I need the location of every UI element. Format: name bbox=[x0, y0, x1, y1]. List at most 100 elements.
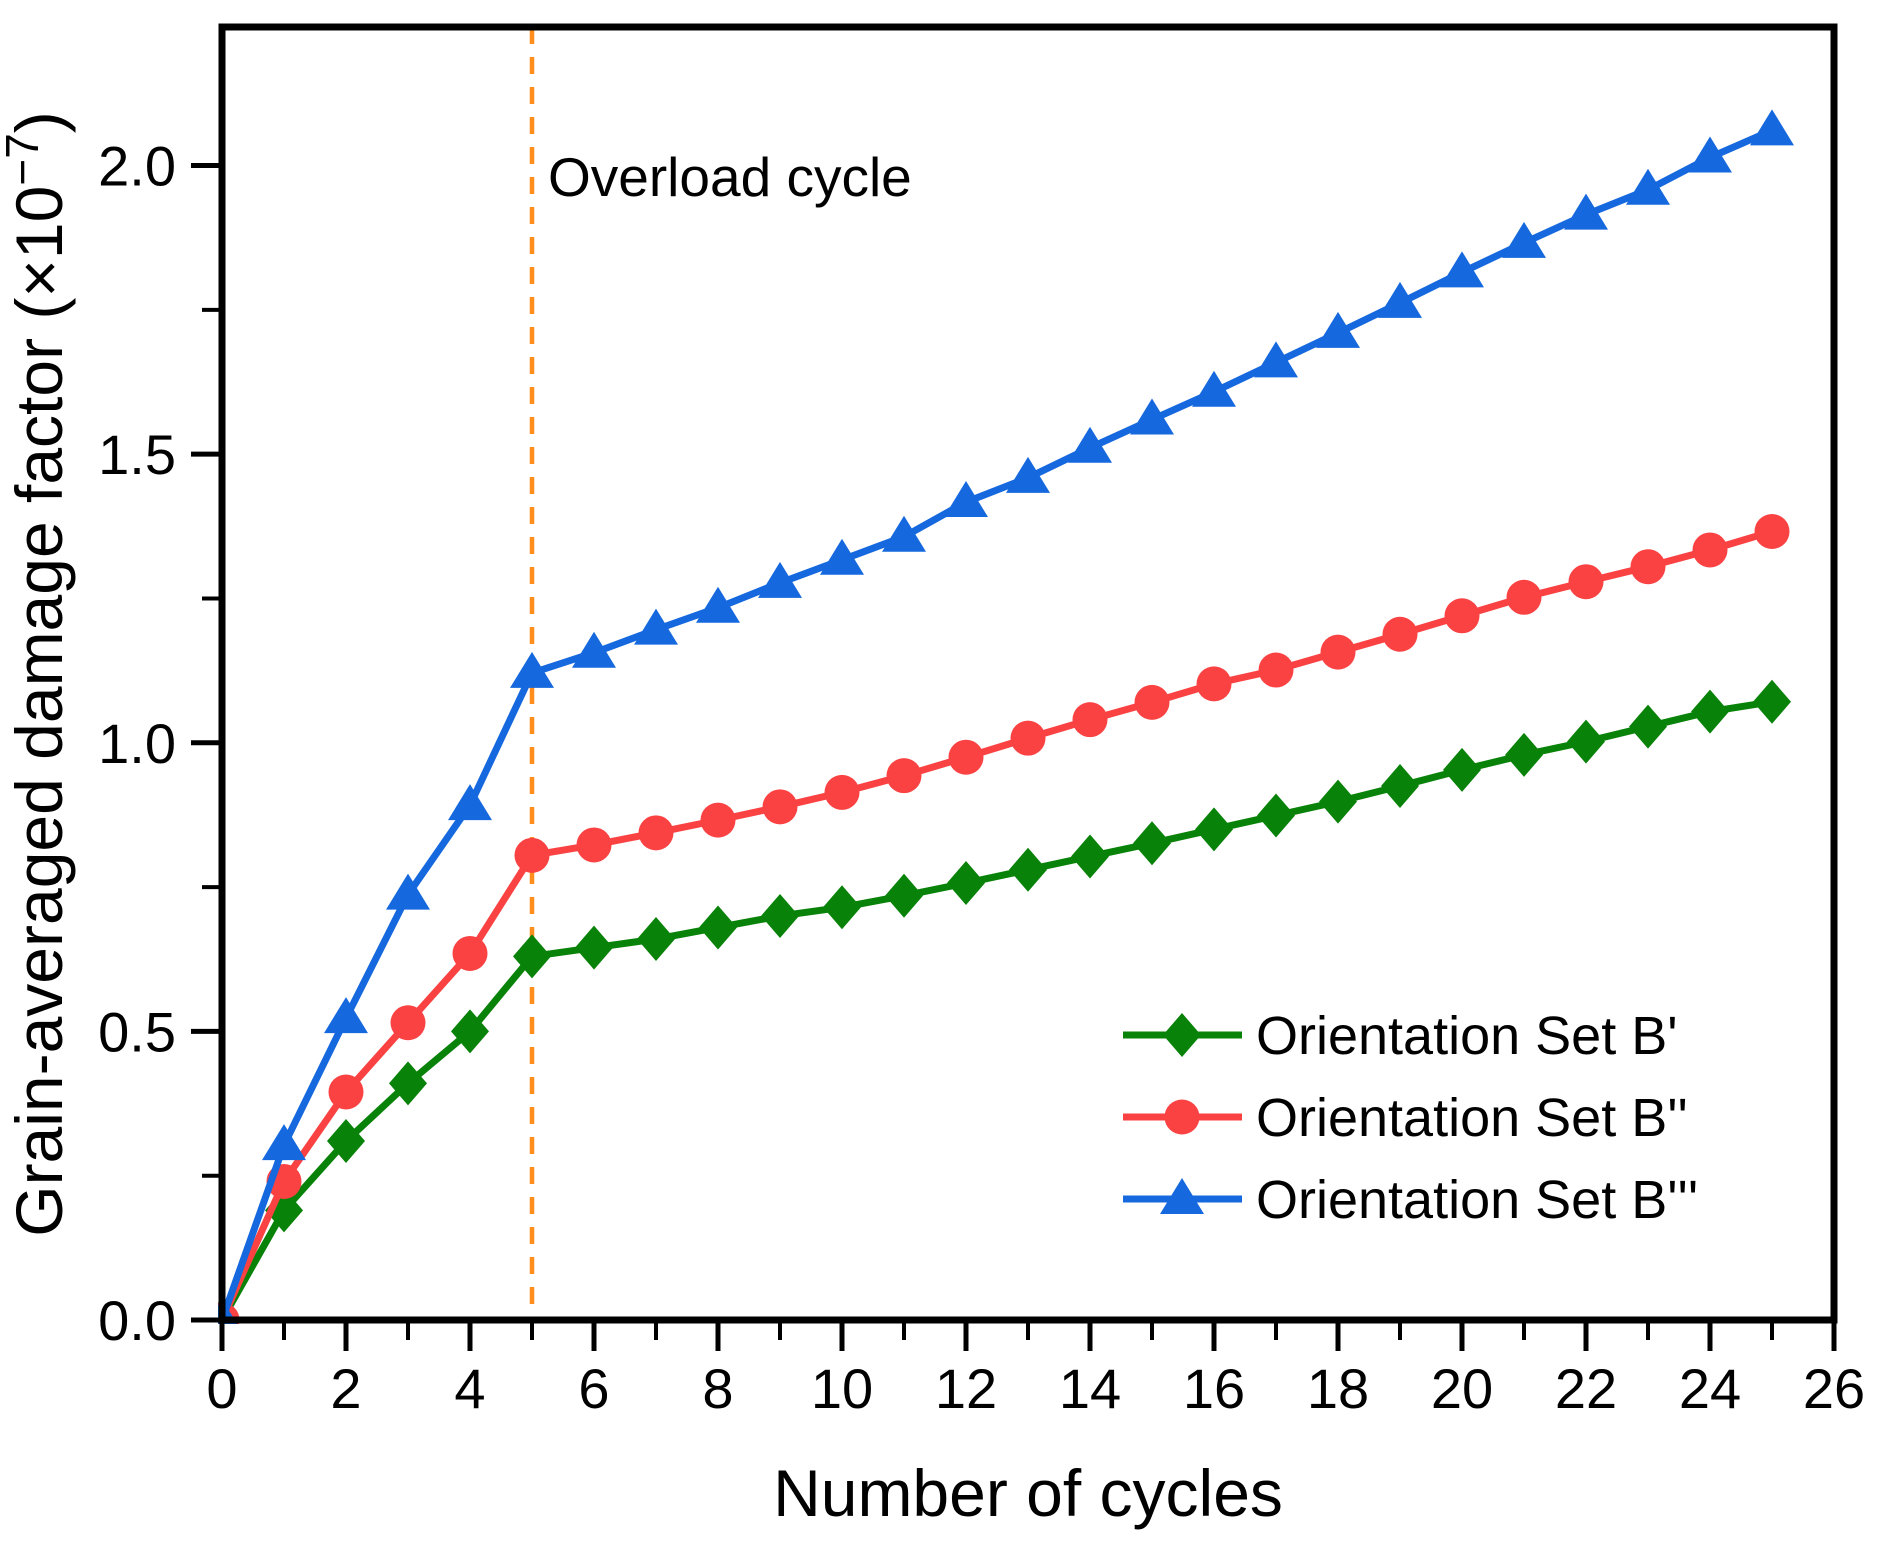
circle-marker bbox=[1164, 1099, 1200, 1135]
x-tick-label: 26 bbox=[1803, 1357, 1865, 1420]
circle-marker bbox=[1320, 634, 1356, 670]
x-tick-label: 18 bbox=[1307, 1357, 1369, 1420]
circle-marker bbox=[1196, 666, 1232, 702]
x-tick-label: 2 bbox=[330, 1357, 361, 1420]
diamond-marker bbox=[1691, 689, 1729, 734]
triangle-marker bbox=[820, 538, 864, 575]
circle-marker bbox=[576, 827, 612, 863]
triangle-marker bbox=[1502, 221, 1546, 258]
y-axis-title-prefix: Grain-averaged damage factor (×10 bbox=[2, 186, 76, 1237]
triangle-marker bbox=[758, 561, 802, 598]
diamond-marker bbox=[1505, 732, 1543, 777]
triangle-marker bbox=[944, 481, 988, 518]
circle-marker bbox=[1568, 564, 1604, 600]
legend-item-1: Orientation Set B' bbox=[1123, 1006, 1678, 1066]
circle-marker bbox=[1506, 579, 1542, 615]
triangle-marker bbox=[1254, 341, 1298, 378]
diamond-marker bbox=[327, 1119, 365, 1164]
overload-cycle-label: Overload cycle bbox=[548, 146, 912, 208]
diamond-marker bbox=[513, 934, 551, 979]
x-tick-label: 24 bbox=[1679, 1357, 1741, 1420]
triangle-marker bbox=[634, 608, 678, 645]
y-tick-label: 1.5 bbox=[98, 423, 176, 486]
triangle-marker bbox=[1378, 281, 1422, 318]
series-3 bbox=[218, 109, 1794, 1324]
circle-marker bbox=[328, 1074, 364, 1110]
diamond-marker bbox=[1195, 807, 1233, 852]
triangle-marker bbox=[572, 631, 616, 668]
y-axis-ticks bbox=[191, 163, 219, 1323]
x-tick-label: 20 bbox=[1431, 1357, 1493, 1420]
diamond-marker bbox=[389, 1061, 427, 1106]
triangle-marker bbox=[324, 997, 368, 1034]
x-tick-label: 16 bbox=[1183, 1357, 1245, 1420]
legend-label: Orientation Set B''' bbox=[1256, 1170, 1698, 1230]
legend-label: Orientation Set B'' bbox=[1256, 1088, 1688, 1148]
y-axis-title: Grain-averaged damage factor (×10−7) bbox=[0, 111, 76, 1237]
diamond-marker bbox=[1319, 779, 1357, 824]
diamond-marker bbox=[1257, 793, 1295, 838]
diamond-marker bbox=[1071, 834, 1109, 879]
circle-marker bbox=[1692, 532, 1728, 568]
circle-marker bbox=[1382, 616, 1418, 652]
triangle-marker bbox=[1316, 311, 1360, 348]
triangle-marker bbox=[1750, 109, 1794, 146]
diamond-marker bbox=[947, 861, 985, 906]
triangle-marker bbox=[386, 873, 430, 910]
x-axis-tick-labels: 0 2 4 6 8 10 12 14 16 18 20 22 24 26 bbox=[206, 1357, 1865, 1420]
triangle-marker bbox=[510, 651, 554, 688]
triangle-marker bbox=[1564, 193, 1608, 230]
x-tick-label: 8 bbox=[702, 1357, 733, 1420]
circle-marker bbox=[452, 935, 488, 971]
diamond-marker bbox=[1567, 719, 1605, 764]
triangle-marker bbox=[1068, 426, 1112, 463]
x-tick-label: 10 bbox=[811, 1357, 873, 1420]
diamond-marker bbox=[575, 925, 613, 970]
triangle-marker bbox=[1626, 168, 1670, 205]
circle-marker bbox=[824, 774, 860, 810]
y-tick-label: 0.0 bbox=[98, 1289, 176, 1352]
circle-marker bbox=[1010, 720, 1046, 756]
circle-marker bbox=[638, 815, 674, 851]
legend-item-2: Orientation Set B'' bbox=[1123, 1088, 1688, 1148]
diamond-marker bbox=[637, 917, 675, 962]
diamond-marker bbox=[451, 1009, 489, 1054]
series-1 bbox=[218, 679, 1791, 1324]
circle-marker bbox=[1630, 549, 1666, 585]
diamond-marker bbox=[1133, 821, 1171, 866]
diamond-marker bbox=[1009, 847, 1047, 892]
plot-box-spines bbox=[218, 23, 1838, 1324]
diamond-marker bbox=[1443, 747, 1481, 792]
x-tick-label: 22 bbox=[1555, 1357, 1617, 1420]
y-axis-tick-labels: 0.0 0.5 1.0 1.5 2.0 bbox=[98, 135, 176, 1352]
circle-marker bbox=[390, 1005, 426, 1041]
x-axis-ticks bbox=[219, 1323, 1837, 1351]
x-tick-label: 6 bbox=[578, 1357, 609, 1420]
diamond-marker bbox=[823, 885, 861, 930]
diamond-marker bbox=[1629, 704, 1667, 749]
x-tick-label: 12 bbox=[935, 1357, 997, 1420]
triangle-marker bbox=[696, 586, 740, 623]
diamond-marker bbox=[1163, 1013, 1201, 1057]
triangle-marker bbox=[1192, 370, 1236, 407]
y-tick-label: 1.0 bbox=[98, 712, 176, 775]
triangle-marker bbox=[1006, 456, 1050, 493]
circle-marker bbox=[762, 789, 798, 825]
diamond-marker bbox=[1381, 764, 1419, 809]
y-tick-label: 2.0 bbox=[98, 135, 176, 198]
circle-marker bbox=[1258, 652, 1294, 688]
circle-marker bbox=[1072, 702, 1108, 738]
circle-marker bbox=[700, 802, 736, 838]
circle-marker bbox=[886, 758, 922, 794]
x-tick-label: 14 bbox=[1059, 1357, 1121, 1420]
diamond-marker bbox=[699, 905, 737, 950]
legend: Orientation Set B' Orientation Set B'' Ori… bbox=[1123, 1006, 1698, 1230]
diamond-marker bbox=[885, 873, 923, 918]
triangle-marker bbox=[448, 784, 492, 821]
diamond-marker bbox=[1753, 679, 1791, 724]
x-axis-title: Number of cycles bbox=[773, 1456, 1283, 1530]
plot-border bbox=[218, 23, 1838, 1324]
x-tick-label: 0 bbox=[206, 1357, 237, 1420]
